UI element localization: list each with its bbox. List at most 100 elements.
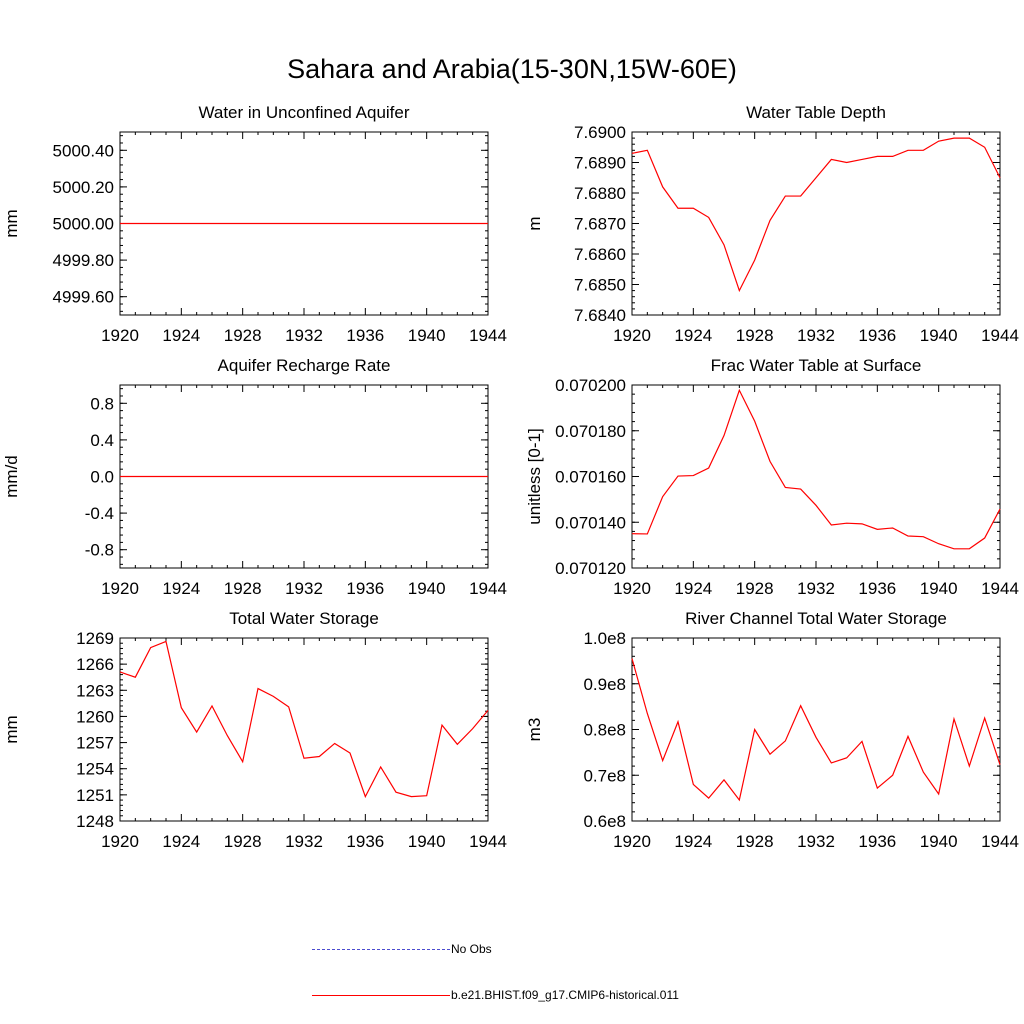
plot-frame xyxy=(119,637,489,822)
y-tick-label: 7.6870 xyxy=(574,215,626,234)
series-line xyxy=(119,640,489,799)
legend-obs-label: No Obs xyxy=(451,942,492,956)
x-tick-label: 1924 xyxy=(674,832,712,851)
x-tick-label: 1936 xyxy=(346,326,384,345)
x-tick-label: 1932 xyxy=(285,832,323,851)
y-tick-label: 0.070160 xyxy=(555,468,626,487)
panel-river-channel-total-water-storage: River Channel Total Water Storage m3 1920 1… xyxy=(525,609,1019,851)
x-tick-label: 1940 xyxy=(920,326,958,345)
y-tick-label: 1263 xyxy=(76,681,114,700)
y-tick-label: 7.6890 xyxy=(574,154,626,173)
panel-water-in-unconfined-aquifer: Water in Unconfined Aquifer mm 1920 1924 192… xyxy=(2,103,507,345)
x-tick-label: 1928 xyxy=(736,579,774,598)
y-tick-label: -0.4 xyxy=(85,504,114,523)
x-tick-label: 1932 xyxy=(285,326,323,345)
x-tick-label: 1932 xyxy=(797,832,835,851)
x-tick-label: 1940 xyxy=(920,579,958,598)
y-tick-label: 1257 xyxy=(76,734,114,753)
panel-title: River Channel Total Water Storage xyxy=(685,609,947,628)
x-tick-label: 1940 xyxy=(408,579,446,598)
legend-obs: No Obs xyxy=(312,942,512,958)
x-tick-label: 1936 xyxy=(858,832,896,851)
y-axis-label: unitless [0-1] xyxy=(525,428,544,524)
plot-frame xyxy=(631,637,1001,822)
legend-obs-line xyxy=(312,949,450,950)
panel-title: Aquifer Recharge Rate xyxy=(218,356,391,375)
x-tick-label: 1920 xyxy=(101,832,139,851)
y-tick-label: 4999.60 xyxy=(53,288,114,307)
y-tick-label: 0.9e8 xyxy=(583,675,626,694)
page-title: Sahara and Arabia(15-30N,15W-60E) xyxy=(287,54,737,84)
y-tick-label: 7.6880 xyxy=(574,184,626,203)
x-tick-label: 1936 xyxy=(346,832,384,851)
x-tick-label: 1940 xyxy=(408,832,446,851)
x-tick-label: 1932 xyxy=(285,579,323,598)
y-tick-label: 5000.00 xyxy=(53,215,114,234)
y-tick-label: 1251 xyxy=(76,786,114,805)
y-tick-label: -0.8 xyxy=(85,541,114,560)
y-tick-label: 1248 xyxy=(76,812,114,831)
x-tick-label: 1936 xyxy=(858,326,896,345)
x-tick-label: 1928 xyxy=(736,326,774,345)
x-tick-label: 1944 xyxy=(981,579,1019,598)
y-tick-label: 7.6900 xyxy=(574,123,626,142)
x-tick-label: 1920 xyxy=(101,326,139,345)
x-tick-label: 1928 xyxy=(224,326,262,345)
x-tick-label: 1944 xyxy=(469,326,507,345)
x-tick-label: 1924 xyxy=(162,579,200,598)
y-tick-label: 7.6850 xyxy=(574,276,626,295)
y-tick-label: 1266 xyxy=(76,655,114,674)
legend-model: b.e21.BHIST.f09_g17.CMIP6-historical.011 xyxy=(312,988,732,1004)
y-tick-label: 0.8e8 xyxy=(583,721,626,740)
x-tick-label: 1920 xyxy=(613,579,651,598)
y-tick-label: 0.0 xyxy=(90,468,114,487)
x-tick-label: 1940 xyxy=(920,832,958,851)
panel-title: Water in Unconfined Aquifer xyxy=(198,103,409,122)
series-line xyxy=(631,137,1001,293)
x-tick-label: 1924 xyxy=(162,326,200,345)
y-tick-label: 0.4 xyxy=(90,431,114,450)
x-tick-label: 1936 xyxy=(346,579,384,598)
y-tick-label: 1260 xyxy=(76,707,114,726)
x-tick-label: 1920 xyxy=(613,326,651,345)
x-tick-label: 1932 xyxy=(797,579,835,598)
y-tick-label: 7.6860 xyxy=(574,245,626,264)
y-axis-label: mm xyxy=(2,715,21,743)
y-tick-label: 0.070200 xyxy=(555,376,626,395)
y-tick-label: 1254 xyxy=(76,760,114,779)
y-tick-label: 1.0e8 xyxy=(583,629,626,648)
panel-water-table-depth: Water Table Depth m 1920 1924 1928 1932 1936 19… xyxy=(525,103,1019,345)
y-tick-label: 4999.80 xyxy=(53,251,114,270)
x-tick-label: 1920 xyxy=(101,579,139,598)
y-tick-label: 0.070120 xyxy=(555,559,626,578)
x-tick-label: 1932 xyxy=(797,326,835,345)
plot-frame xyxy=(631,131,1001,316)
y-tick-label: 0.6e8 xyxy=(583,812,626,831)
x-tick-label: 1928 xyxy=(736,832,774,851)
legend-model-line xyxy=(312,995,450,996)
x-tick-label: 1944 xyxy=(469,579,507,598)
x-tick-label: 1924 xyxy=(162,832,200,851)
legend-model-label: b.e21.BHIST.f09_g17.CMIP6-historical.011 xyxy=(451,988,679,1002)
x-tick-label: 1944 xyxy=(981,326,1019,345)
y-axis-label: mm xyxy=(2,209,21,237)
y-tick-label: 0.7e8 xyxy=(583,766,626,785)
panel-frac-water-table-at-surface: Frac Water Table at Surface unitless [0-1… xyxy=(525,356,1019,598)
y-tick-label: 5000.40 xyxy=(53,141,114,160)
panel-total-water-storage: Total Water Storage mm 1920 1924 1928 1932 193… xyxy=(2,609,507,851)
panel-aquifer-recharge-rate: Aquifer Recharge Rate mm/d 1920 1924 1928 193… xyxy=(2,356,507,598)
plot-frame xyxy=(631,384,1001,569)
panel-title: Frac Water Table at Surface xyxy=(711,356,922,375)
series-line xyxy=(631,658,1001,802)
y-tick-label: 7.6840 xyxy=(574,306,626,325)
x-tick-label: 1944 xyxy=(981,832,1019,851)
y-tick-label: 0.070180 xyxy=(555,422,626,441)
x-tick-label: 1924 xyxy=(674,326,712,345)
panel-title: Total Water Storage xyxy=(229,609,379,628)
x-tick-label: 1924 xyxy=(674,579,712,598)
x-tick-label: 1920 xyxy=(613,832,651,851)
y-tick-label: 0.8 xyxy=(90,394,114,413)
x-tick-label: 1944 xyxy=(469,832,507,851)
y-axis-label: m3 xyxy=(525,718,544,742)
